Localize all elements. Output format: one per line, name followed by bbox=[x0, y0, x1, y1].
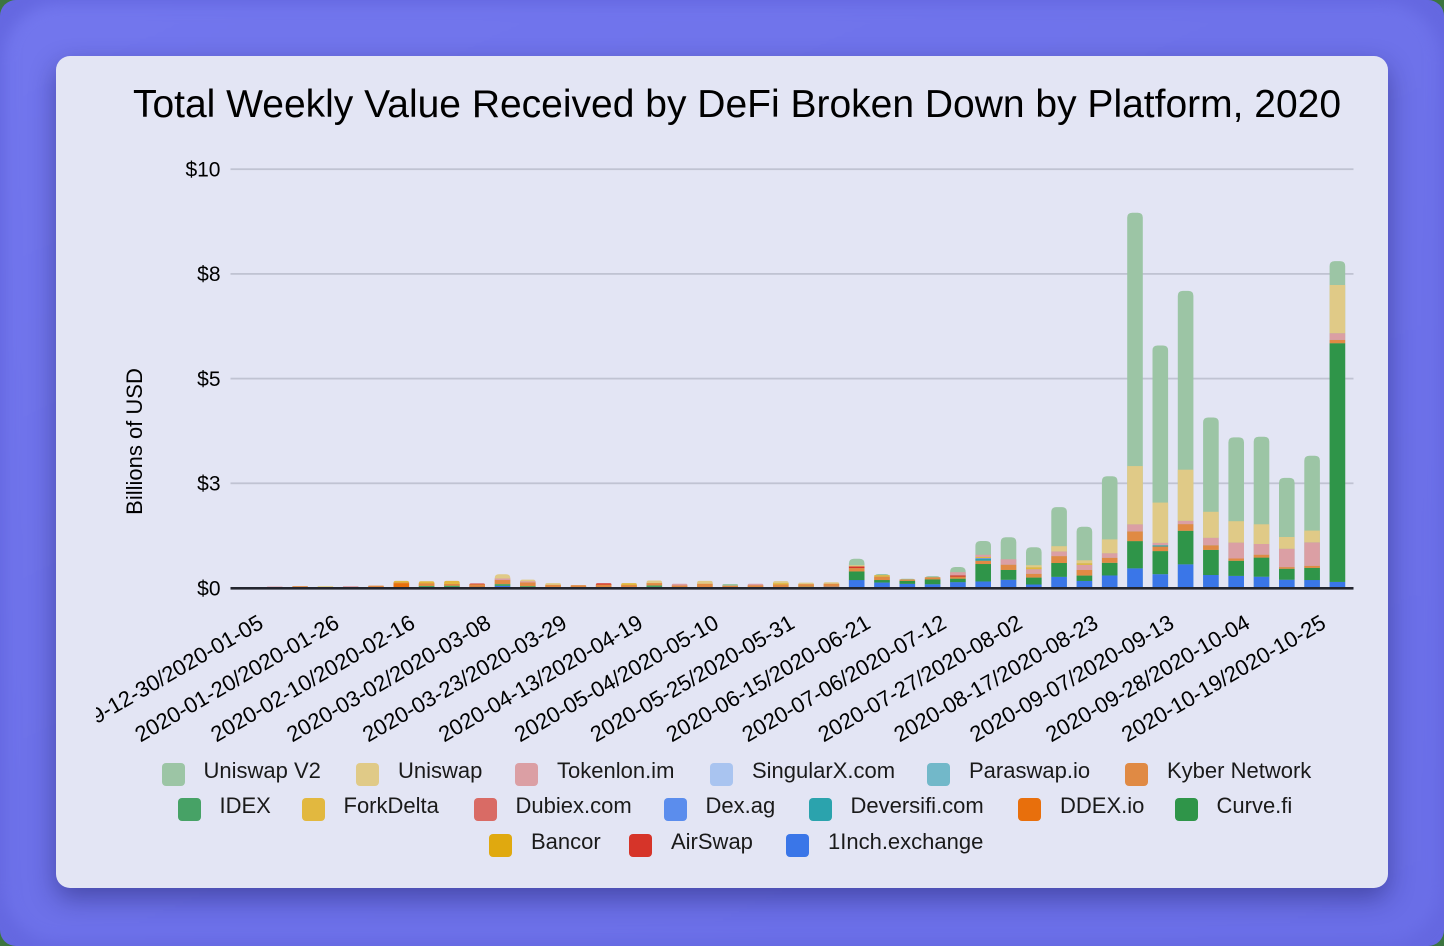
svg-text:Billions of USD: Billions of USD bbox=[122, 368, 147, 515]
svg-text:$3: $3 bbox=[197, 473, 220, 496]
svg-text:$10: $10 bbox=[185, 159, 220, 182]
svg-text:$0: $0 bbox=[197, 577, 220, 600]
svg-text:$8: $8 bbox=[197, 263, 220, 286]
svg-text:$5: $5 bbox=[197, 368, 220, 391]
